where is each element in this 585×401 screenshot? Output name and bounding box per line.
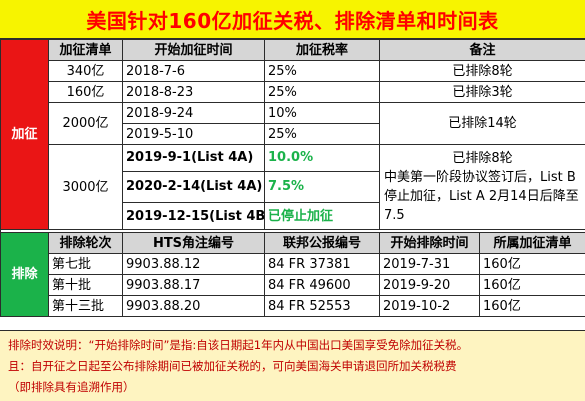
fr-cell: 84 FR 37381 bbox=[264, 253, 380, 275]
footer-line: 排除时效说明：“开始排除时间”是指:自该日期起1年内从中国出口美国享受免除加征关… bbox=[8, 338, 469, 352]
list-cell: 160亿 bbox=[478, 295, 585, 317]
footer-notes: 排除时效说明：“开始排除时间”是指:自该日期起1年内从中国出口美国享受免除加征关… bbox=[0, 330, 585, 401]
header-hts: HTS角注编号 bbox=[122, 232, 265, 254]
table-row: 2020-2-14(List 4A) 7.5% bbox=[1, 170, 585, 204]
table-row: 3000亿 2019-9-1(List 4A) 10.0% 已排除8轮 中美第一… bbox=[1, 144, 585, 230]
header-belong-list: 所属加征清单 bbox=[478, 232, 585, 254]
header-round: 排除轮次 bbox=[48, 232, 123, 254]
note-line: 已排除8轮 bbox=[452, 151, 513, 166]
date-cell: 2020-2-14(List 4A) bbox=[122, 170, 265, 204]
date-cell: 2018-8-23 bbox=[122, 81, 265, 103]
list-cell: 160亿 bbox=[478, 253, 585, 275]
round-cell: 第十批 bbox=[48, 274, 123, 296]
tariff-table: 加征 加征清单 开始加征时间 加征税率 备注 340亿 2018-7-6 25%… bbox=[0, 39, 585, 317]
start-cell: 2019-9-20 bbox=[379, 274, 480, 296]
exclusion-side-label: 排除 bbox=[0, 232, 49, 317]
table-row: 第十三批 9903.88.20 84 FR 52553 2019-10-2 16… bbox=[1, 295, 585, 317]
header-exclusion-start: 开始排除时间 bbox=[379, 232, 480, 254]
list-cell: 160亿 bbox=[478, 274, 585, 296]
hts-cell: 9903.88.17 bbox=[122, 274, 265, 296]
table-row: 第七批 9903.88.12 84 FR 37381 2019-7-31 160… bbox=[1, 253, 585, 275]
page-title: 美国针对160亿加征关税、排除清单和时间表 bbox=[0, 0, 585, 40]
note-cell: 已排除3轮 bbox=[378, 81, 585, 103]
round-cell: 第七批 bbox=[48, 253, 123, 275]
rate-cell: 已停止加征 bbox=[264, 202, 380, 230]
exclusion-header-row: 排除 排除轮次 HTS角注编号 联邦公报编号 开始排除时间 所属加征清单 bbox=[0, 232, 585, 317]
table-row: 2019-5-10 25% bbox=[1, 123, 585, 145]
fr-cell: 84 FR 49600 bbox=[264, 274, 380, 296]
table-row: 160亿 2018-8-23 25% 已排除3轮 bbox=[1, 81, 585, 103]
hts-cell: 9903.88.20 bbox=[122, 295, 265, 317]
note-line: 中美第一阶段协议签订后，List B停止加征，List A 2月14日后降至7.… bbox=[384, 170, 579, 223]
list-cell: 160亿 bbox=[48, 81, 123, 103]
table-row: 2019-12-15(List 4B) 已停止加征 bbox=[1, 202, 585, 230]
footer-line: （即排除具有追溯作用） bbox=[8, 380, 135, 394]
list-cell: 3000亿 bbox=[48, 144, 123, 230]
rate-cell: 25% bbox=[264, 60, 380, 82]
tariff-side-label: 加征 bbox=[0, 39, 49, 230]
rate-cell: 10% bbox=[264, 102, 380, 124]
rate-cell: 10.0% bbox=[264, 144, 380, 172]
table-row: 340亿 2018-7-6 25% 已排除8轮 bbox=[1, 60, 585, 82]
header-rate: 加征税率 bbox=[264, 39, 380, 61]
header-note: 备注 bbox=[378, 39, 585, 61]
rate-cell: 25% bbox=[264, 123, 380, 145]
note-cell: 已排除8轮 bbox=[378, 60, 585, 82]
footer-line: 且：自开征之日起至公布排除期间已被加征关税的，可向美国海关申请退回所加关税税费 bbox=[8, 359, 457, 373]
note-cell: 已排除14轮 bbox=[378, 102, 585, 145]
rate-cell: 7.5% bbox=[264, 170, 380, 204]
date-cell: 2019-9-1(List 4A) bbox=[122, 144, 265, 172]
note-cell: 已排除8轮 中美第一阶段协议签订后，List B停止加征，List A 2月14… bbox=[378, 144, 585, 230]
header-list: 加征清单 bbox=[48, 39, 123, 61]
list-cell: 340亿 bbox=[48, 60, 123, 82]
table-row: 第十批 9903.88.17 84 FR 49600 2019-9-20 160… bbox=[1, 274, 585, 296]
date-cell: 2019-5-10 bbox=[122, 123, 265, 145]
start-cell: 2019-7-31 bbox=[379, 253, 480, 275]
date-cell: 2018-7-6 bbox=[122, 60, 265, 82]
header-start-date: 开始加征时间 bbox=[122, 39, 265, 61]
round-cell: 第十三批 bbox=[48, 295, 123, 317]
tariff-header-row: 加征 加征清单 开始加征时间 加征税率 备注 bbox=[0, 39, 585, 230]
table-row: 2000亿 2018-9-24 10% 已排除14轮 bbox=[1, 102, 585, 145]
hts-cell: 9903.88.12 bbox=[122, 253, 265, 275]
date-cell: 2018-9-24 bbox=[122, 102, 265, 124]
start-cell: 2019-10-2 bbox=[379, 295, 480, 317]
list-cell: 2000亿 bbox=[48, 102, 123, 145]
date-cell: 2019-12-15(List 4B) bbox=[122, 202, 265, 230]
fr-cell: 84 FR 52553 bbox=[264, 295, 380, 317]
rate-cell: 25% bbox=[264, 81, 380, 103]
header-fr: 联邦公报编号 bbox=[264, 232, 380, 254]
